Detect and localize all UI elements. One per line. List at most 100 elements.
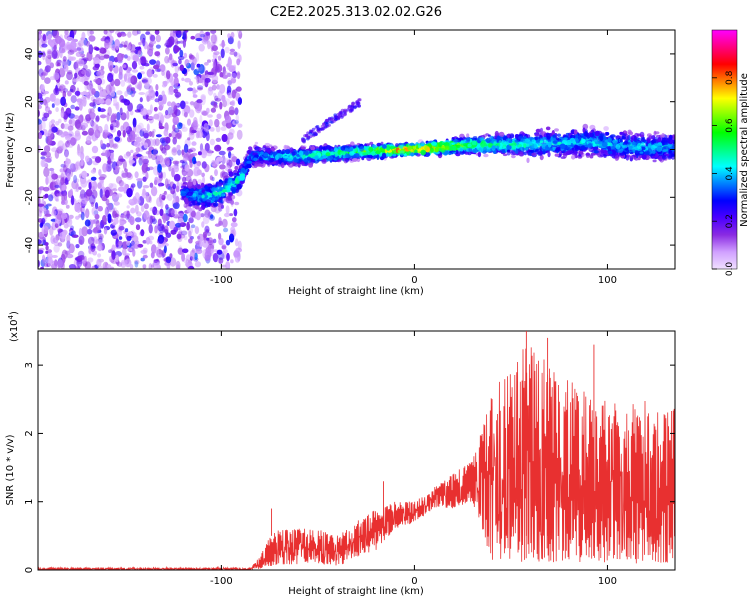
- heatmap-cell: [139, 55, 147, 64]
- heatmap-cell: [39, 207, 47, 212]
- heatmap-cell: [90, 219, 96, 225]
- heatmap-cell: [142, 255, 148, 259]
- heatmap-cell: [198, 43, 205, 52]
- heatmap-cell: [45, 65, 51, 73]
- heatmap-cell: [80, 179, 88, 188]
- heatmap-cell: [97, 182, 102, 189]
- heatmap-cell: [95, 115, 100, 122]
- heatmap-cell: [81, 226, 88, 237]
- heatmap-cell: [44, 66, 49, 73]
- heatmap-cell: [47, 50, 52, 55]
- heatmap-cell: [165, 47, 170, 55]
- heatmap-cell: [165, 232, 172, 238]
- heatmap-cell: [182, 213, 188, 223]
- heatmap-cell: [196, 76, 200, 85]
- heatmap-cell: [308, 162, 314, 168]
- heatmap-cell: [78, 40, 84, 47]
- heatmap-cell: [70, 40, 77, 50]
- heatmap-cell: [129, 202, 135, 206]
- heatmap-cell: [658, 155, 663, 162]
- heatmap-cell: [205, 107, 210, 114]
- heatmap-cell: [83, 92, 90, 96]
- heatmap-cell: [204, 142, 210, 152]
- heatmap-cell: [80, 159, 84, 167]
- heatmap-cell: [38, 104, 42, 110]
- heatmap-cell: [191, 141, 197, 146]
- heatmap-cell: [82, 38, 87, 47]
- heatmap-cell: [237, 97, 242, 105]
- heatmap-cell: [510, 155, 516, 158]
- heatmap-cell: [155, 84, 159, 91]
- heatmap-cell: [54, 149, 60, 159]
- heatmap-cell: [234, 201, 240, 206]
- heatmap-cell: [142, 264, 147, 269]
- heatmap-cell: [56, 129, 63, 136]
- heatmap-cell: [108, 135, 114, 143]
- heatmap-cell: [63, 123, 70, 130]
- heatmap-cell: [89, 30, 95, 35]
- heatmap-cell: [109, 30, 115, 34]
- heatmap-cell: [190, 249, 196, 260]
- heatmap-cell: [238, 30, 243, 39]
- heatmap-cell: [150, 186, 158, 197]
- heatmap-cell: [237, 30, 242, 35]
- heatmap-cell: [108, 183, 114, 188]
- heatmap-cell: [218, 232, 222, 240]
- heatmap-cell: [127, 248, 133, 252]
- heatmap-cell: [105, 198, 110, 206]
- heatmap-cell: [192, 89, 198, 93]
- heatmap-cell: [185, 176, 192, 182]
- heatmap-cell: [47, 174, 52, 184]
- heatmap-cell: [190, 35, 196, 40]
- heatmap-cell: [210, 34, 217, 44]
- heatmap-cell: [165, 136, 171, 144]
- heatmap-cell: [195, 37, 203, 42]
- heatmap-cell: [137, 72, 143, 80]
- heatmap-cell: [151, 218, 157, 225]
- heatmap-cell: [139, 65, 145, 70]
- heatmap-cell: [254, 141, 259, 145]
- heatmap-cell: [149, 33, 153, 42]
- heatmap-cell: [65, 217, 73, 228]
- heatmap-cell: [111, 44, 116, 51]
- heatmap-cell: [61, 48, 65, 54]
- heatmap-cell: [187, 118, 191, 126]
- heatmap-cell: [43, 186, 50, 192]
- heatmap-cell: [487, 134, 491, 137]
- heatmap-cell: [46, 135, 52, 146]
- heatmap-cell: [86, 135, 92, 144]
- heatmap-cell: [51, 50, 58, 59]
- heatmap-cell: [97, 205, 103, 212]
- heatmap-cell: [177, 122, 183, 130]
- heatmap-cell: [61, 85, 67, 91]
- heatmap-cell: [155, 246, 160, 257]
- heatmap-cell: [180, 230, 188, 236]
- heatmap-cell: [43, 167, 50, 178]
- heatmap-cell: [63, 64, 69, 72]
- heatmap-cell: [162, 94, 167, 105]
- heatmap-cell: [42, 34, 46, 42]
- heatmap-cell: [105, 98, 112, 106]
- heatmap-cell: [200, 94, 206, 101]
- heatmap-cell: [182, 31, 187, 40]
- heatmap-cell: [223, 212, 230, 218]
- heatmap-cell: [41, 225, 49, 235]
- heatmap-cell: [209, 175, 213, 181]
- heatmap-cell: [154, 138, 160, 146]
- heatmap-cell: [44, 213, 52, 217]
- heatmap-cell: [189, 109, 195, 118]
- heatmap-cell: [118, 226, 123, 232]
- heatmap-cell: [175, 195, 180, 205]
- heatmap-cell: [40, 84, 45, 93]
- heatmap-cell: [143, 62, 150, 67]
- heatmap-cell: [105, 45, 113, 49]
- heatmap-cell: [178, 59, 182, 65]
- heatmap-cell: [135, 204, 139, 215]
- heatmap-cell: [75, 244, 80, 249]
- heatmap-cell: [163, 80, 168, 87]
- heatmap-cell: [164, 193, 169, 199]
- heatmap-cell: [221, 250, 227, 260]
- heatmap-cell: [67, 90, 72, 97]
- heatmap-cell: [218, 257, 224, 264]
- heatmap-cell: [91, 189, 98, 199]
